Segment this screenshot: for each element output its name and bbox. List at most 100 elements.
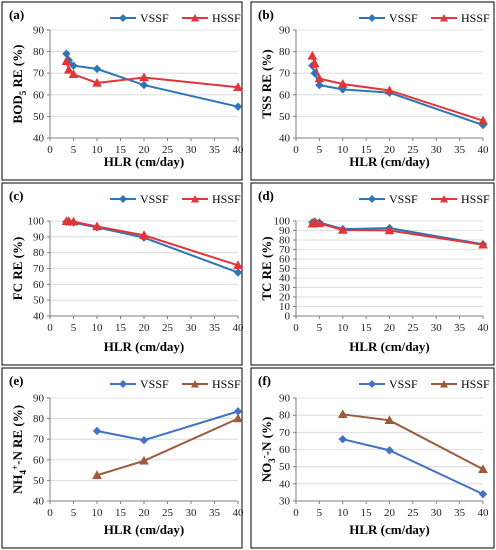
data-point-hssf [337, 78, 348, 88]
x-tick-label: 20 [384, 144, 396, 156]
y-tick-label: 100 [28, 216, 45, 228]
x-tick-label: 35 [454, 507, 466, 519]
x-tick-label: 40 [233, 322, 245, 334]
y-axis-label-part: + [10, 465, 20, 470]
x-tick-label: 35 [209, 322, 221, 334]
panel-label: (e) [9, 373, 23, 388]
data-point-vssf [385, 446, 394, 455]
legend-marker-hssf [440, 14, 448, 22]
y-axis-label-part: 3 [267, 458, 277, 463]
y-axis-label: TC RE (%) [259, 236, 274, 300]
x-tick-label: 30 [431, 144, 443, 156]
y-axis-label-part: -N RE (%) [10, 405, 25, 465]
x-tick-label: 40 [478, 507, 490, 519]
x-tick-label: 30 [431, 507, 443, 519]
y-axis-label-part: 5 [18, 90, 28, 95]
x-tick-label: 30 [186, 144, 198, 156]
x-tick-label: 20 [384, 322, 396, 334]
data-point-hssf [309, 58, 320, 68]
data-point-vssf [92, 426, 102, 436]
legend-label-vssf: VSSF [140, 11, 169, 25]
data-point-vssf [69, 61, 78, 70]
data-point-hssf [384, 225, 395, 235]
x-tick-label: 5 [317, 144, 323, 156]
x-axis-label: HLR (cm/day) [104, 154, 185, 169]
legend-marker-vssf [368, 14, 376, 22]
x-tick-label: 20 [139, 144, 151, 156]
y-tick-label: 10 [279, 301, 291, 313]
x-tick-label: 0 [47, 322, 53, 334]
y-axis-label-part: NO [259, 463, 274, 483]
y-tick-label: 70 [33, 434, 45, 446]
y-tick-label: 90 [33, 231, 45, 243]
x-tick-label: 10 [92, 322, 104, 334]
data-point-hssf [307, 50, 318, 60]
y-axis-label-part: BOD [10, 95, 25, 123]
x-tick-label: 15 [115, 507, 127, 519]
data-point-hssf [233, 82, 243, 91]
x-tick-label: 30 [186, 507, 198, 519]
y-tick-label: 100 [274, 216, 291, 228]
data-point-hssf [139, 72, 149, 82]
x-tick-label: 30 [431, 322, 443, 334]
x-axis-label: HLR (cm/day) [104, 339, 185, 354]
legend-label-vssf: VSSF [140, 192, 169, 206]
data-point-vssf [478, 489, 488, 499]
x-tick-label: 35 [209, 144, 221, 156]
legend-marker-vssf [119, 195, 127, 203]
data-point-hssf [92, 221, 102, 231]
y-tick-label: 80 [279, 46, 291, 58]
panel-label: (c) [9, 188, 23, 203]
x-tick-label: 40 [233, 507, 245, 519]
y-tick-label: 90 [279, 225, 291, 237]
x-tick-label: 40 [233, 144, 245, 156]
y-tick-label: 40 [33, 133, 45, 145]
data-point-hssf [63, 64, 74, 74]
x-tick-label: 20 [139, 507, 151, 519]
legend-label-vssf: VSSF [140, 377, 169, 391]
data-point-vssf [233, 102, 243, 111]
y-axis-label-part: NH [10, 475, 25, 495]
legend-marker-hssf [440, 380, 448, 388]
y-tick-label: 60 [279, 254, 291, 266]
y-tick-label: 50 [33, 475, 45, 487]
data-point-vssf [139, 80, 149, 90]
data-point-vssf [233, 268, 243, 277]
y-tick-label: 80 [279, 410, 291, 422]
x-tick-label: 10 [92, 144, 104, 156]
data-point-hssf [92, 470, 102, 479]
x-tick-label: 15 [361, 322, 373, 334]
legend-label-vssf: VSSF [389, 377, 418, 391]
y-tick-label: 60 [33, 279, 45, 291]
data-point-vssf [92, 64, 102, 74]
data-point-hssf [337, 224, 348, 234]
y-axis-label-part: -N (%) [259, 417, 274, 456]
y-tick-label: 80 [33, 247, 45, 259]
y-axis-label: TSS RE (%) [259, 49, 274, 118]
y-tick-label: 40 [279, 273, 291, 285]
legend-label-hssf: HSSF [461, 377, 490, 391]
x-tick-label: 25 [162, 144, 174, 156]
data-point-hssf [139, 455, 149, 465]
data-point-hssf [61, 56, 72, 66]
x-tick-label: 10 [337, 144, 349, 156]
y-tick-label: 80 [279, 235, 291, 247]
chart-panel-e: 40 50 60 70 80 90 0 5 10 15 20 25 30 35 40 (e) HLR (cm/d… [1, 367, 245, 549]
x-tick-label: 0 [293, 322, 299, 334]
x-tick-label: 35 [454, 144, 466, 156]
y-axis-label: NO3--N (%) [259, 417, 277, 483]
x-tick-label: 25 [407, 322, 419, 334]
data-point-hssf [384, 415, 395, 425]
x-tick-label: 5 [71, 507, 77, 519]
data-point-hssf [68, 216, 79, 226]
x-tick-label: 15 [115, 322, 127, 334]
y-tick-label: 80 [33, 46, 45, 58]
data-point-hssf [384, 85, 395, 95]
data-point-hssf [314, 218, 325, 228]
x-tick-label: 35 [454, 322, 466, 334]
y-tick-label: 70 [279, 244, 291, 256]
y-tick-label: 40 [33, 311, 45, 323]
y-tick-label: 60 [33, 454, 45, 466]
y-tick-label: 50 [33, 295, 45, 307]
